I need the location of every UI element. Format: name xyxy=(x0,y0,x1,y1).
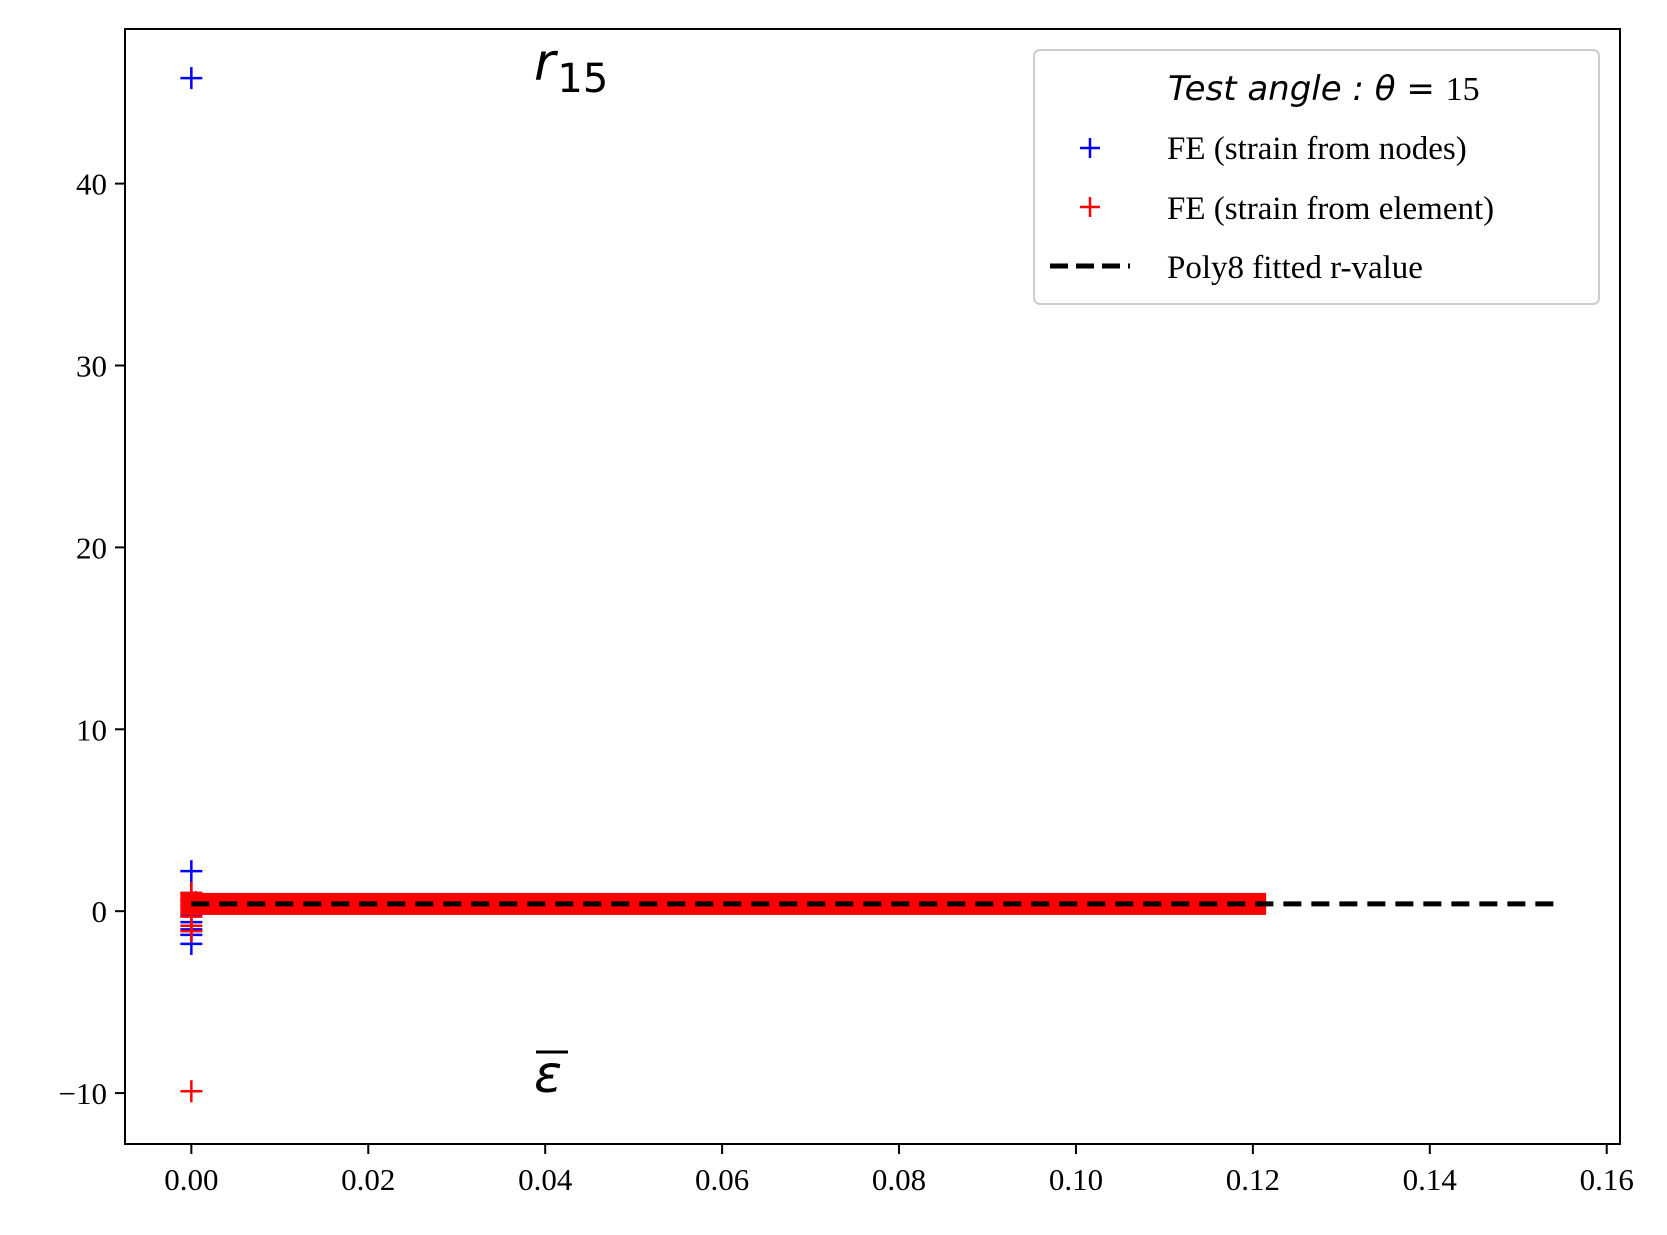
dense-marker-band xyxy=(180,892,1267,915)
x-tick-label: 0.02 xyxy=(341,1162,395,1197)
legend-title: Test angle : θ = 15 xyxy=(1168,69,1480,109)
x-axis: 0.00 0.02 0.04 0.06 0.08 0.10 0.12 0.14 0.16 xyxy=(164,1144,1634,1197)
legend-entry-nodes: FE (strain from nodes) xyxy=(1080,131,1467,167)
x-tick-label: 0.04 xyxy=(518,1162,573,1197)
data-point xyxy=(180,860,203,883)
x-tick-label: 0.06 xyxy=(695,1162,749,1197)
annotation-r15: r15 xyxy=(534,33,608,102)
x-tick-label: 0.10 xyxy=(1049,1162,1103,1197)
x-tick-label: 0.08 xyxy=(872,1162,926,1197)
x-tick-label: 0.16 xyxy=(1580,1162,1634,1197)
data-point xyxy=(180,1080,203,1103)
data-point xyxy=(180,920,203,943)
legend-box xyxy=(1033,49,1600,305)
annotations: r15 ε xyxy=(534,33,608,1105)
x-tick-label: 0.00 xyxy=(164,1162,218,1197)
legend-label-poly8: Poly8 fitted r-value xyxy=(1167,250,1423,286)
legend: Test angle : θ = 15 FE (strain from node… xyxy=(1033,49,1600,305)
x-tick-label: 0.12 xyxy=(1226,1162,1280,1197)
series-ff0000 xyxy=(180,881,1267,1103)
y-tick-label: 20 xyxy=(76,530,107,565)
y-axis: −10 0 10 20 30 40 xyxy=(59,167,125,1111)
annotation-epsilon-bar: ε xyxy=(534,1045,568,1105)
legend-entry-element: FE (strain from element) xyxy=(1080,191,1494,227)
y-tick-label: 40 xyxy=(76,167,107,202)
data-point xyxy=(180,67,203,90)
plot-area xyxy=(180,67,1554,1103)
y-tick-label: 30 xyxy=(76,349,107,384)
legend-entry-poly8: Poly8 fitted r-value xyxy=(1050,250,1423,286)
legend-label-element: FE (strain from element) xyxy=(1167,191,1494,227)
plot-frame xyxy=(124,28,1621,1145)
y-tick-label: 0 xyxy=(92,894,108,929)
x-tick-label: 0.14 xyxy=(1403,1162,1458,1197)
series-0000ff xyxy=(180,67,203,955)
svg-text:ε: ε xyxy=(534,1045,562,1105)
legend-label-nodes: FE (strain from nodes) xyxy=(1167,131,1467,167)
y-tick-label: −10 xyxy=(59,1076,107,1111)
y-tick-label: 10 xyxy=(76,712,107,747)
legend-marker-plus-blue xyxy=(1080,138,1100,158)
legend-marker-plus-red xyxy=(1080,197,1100,217)
